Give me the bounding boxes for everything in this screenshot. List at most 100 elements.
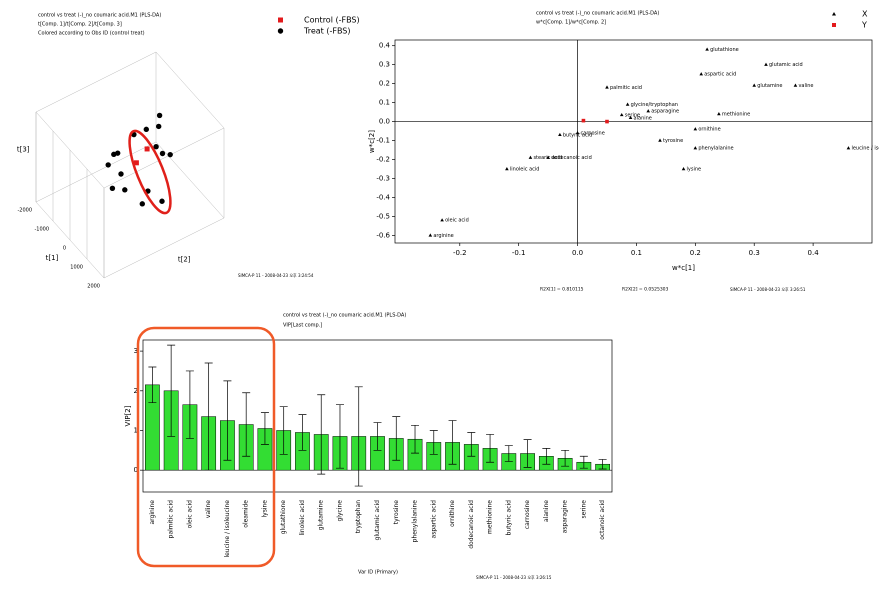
error-bar: [167, 344, 176, 437]
x-tick-label: butyric acid: [505, 500, 512, 535]
x-tick-label: glutamine: [318, 500, 325, 531]
point-label: methionine: [722, 111, 750, 117]
chart-title: control vs treat (-)_no coumaric acid.M1…: [536, 11, 659, 17]
x-tick-label: 0.4: [808, 249, 820, 257]
legend-marker: [832, 23, 836, 27]
error-bar: [486, 434, 495, 463]
x-tick-label: octanoic acid: [599, 500, 606, 540]
point: [717, 111, 721, 116]
x-tick-label: -0.2: [453, 249, 467, 257]
highlight-ellipse: [128, 129, 172, 215]
point: [605, 85, 609, 89]
point: [793, 83, 798, 87]
point: [705, 47, 709, 51]
legend-marker: [832, 12, 836, 16]
point: [658, 138, 662, 142]
x-tick-label: lysine: [261, 500, 268, 518]
point: [156, 123, 162, 130]
point: [505, 167, 509, 171]
box-edge: [155, 141, 225, 219]
error-bar: [335, 404, 344, 469]
x-tick-label: carnosine: [524, 500, 531, 529]
x-tick-label: methionine: [487, 500, 494, 534]
point: [156, 112, 163, 119]
x-tick-label: leucine / isoleucine: [224, 500, 231, 558]
error-bar: [204, 362, 213, 471]
y-tick-label: 0.4: [379, 42, 391, 50]
x-tick-label: 0.2: [690, 249, 701, 257]
point-label: palmitic acid: [610, 85, 642, 91]
x-tick-label: valine: [205, 500, 212, 518]
plot-area: [142, 339, 613, 493]
point: [752, 83, 757, 87]
point-label: valine: [798, 83, 813, 89]
point: [693, 146, 698, 150]
point: [143, 126, 149, 133]
legend-label: Y: [861, 21, 867, 30]
point-label: leucine / isoleucine: [851, 146, 879, 152]
point: [699, 72, 704, 76]
x-tick-label: glycine: [336, 500, 343, 522]
point: [167, 151, 173, 158]
point-label: ornithine: [698, 127, 720, 133]
x-tick-label: aspartic acid: [430, 500, 437, 539]
chart-subtitle: w*c[Comp. 1]/w*c[Comp. 2]: [536, 20, 606, 26]
error-bar: [148, 366, 157, 404]
point-label: phenylalanine: [698, 146, 733, 152]
point-label: butyric acid: [563, 132, 592, 138]
point: [159, 150, 166, 157]
x-tick-label: -2000: [17, 208, 32, 214]
point-label: glutathione: [710, 47, 739, 53]
y-tick-label: -0.2: [376, 156, 390, 164]
box-edge: [35, 141, 157, 203]
x-tick-label: palmitic acid: [168, 500, 175, 539]
error-bar: [354, 386, 363, 487]
box-edge: [35, 51, 157, 113]
y-tick-label: 2: [134, 387, 138, 395]
x-tick-label: glutathione: [280, 500, 287, 535]
legend-label: X: [862, 10, 868, 19]
x-axis-label: Var ID (Primary): [358, 570, 398, 576]
y-tick-label: 0.1: [379, 99, 390, 107]
point: [122, 187, 128, 193]
point: [428, 233, 433, 237]
chart-note: Colored according to Obs ID (control tre…: [38, 31, 145, 37]
point: [159, 198, 165, 204]
point-label: linoleic acid: [510, 167, 540, 173]
y-tick-label: -0.4: [376, 193, 390, 201]
x-tick-label: arginine: [149, 500, 156, 525]
stamp: SIMCA-P 11 - 2008-04-23 오후 3:26:15: [476, 574, 552, 580]
point: [646, 109, 651, 113]
footer-text: R2X[1] = 0.810115: [540, 287, 584, 293]
point-label: glutamic acid: [769, 62, 803, 68]
chart-subtitle: VIP[Last comp.]: [283, 323, 322, 329]
y-tick-label: 0.0: [379, 118, 390, 126]
x-axis-label: w*c[1]: [672, 264, 695, 272]
point: [605, 119, 609, 124]
point: [105, 162, 111, 168]
box-edge: [103, 127, 225, 189]
point-label: arginine: [433, 233, 453, 239]
x-tick-label: 2000: [87, 284, 100, 290]
point: [625, 102, 630, 106]
point: [139, 201, 145, 207]
y-axis-label: t[2]: [178, 255, 191, 263]
point-label: alanine: [634, 115, 652, 121]
point: [846, 146, 851, 150]
y-axis-label: VIP[2]: [124, 405, 132, 426]
y-tick-label: 0.3: [379, 61, 390, 69]
y-tick-label: -0.6: [376, 231, 390, 239]
error-bar: [504, 445, 513, 462]
point-label: asparagine: [651, 109, 679, 115]
point: [546, 155, 550, 159]
point: [528, 155, 533, 159]
error-bar: [561, 449, 570, 467]
box-edge: [103, 217, 225, 279]
y-tick-label: 3: [134, 347, 138, 355]
point: [575, 130, 580, 135]
legend-marker: [278, 17, 283, 23]
error-bar: [429, 430, 438, 455]
x-tick-label: linoleic acid: [299, 500, 306, 536]
legend-marker: [277, 28, 284, 34]
